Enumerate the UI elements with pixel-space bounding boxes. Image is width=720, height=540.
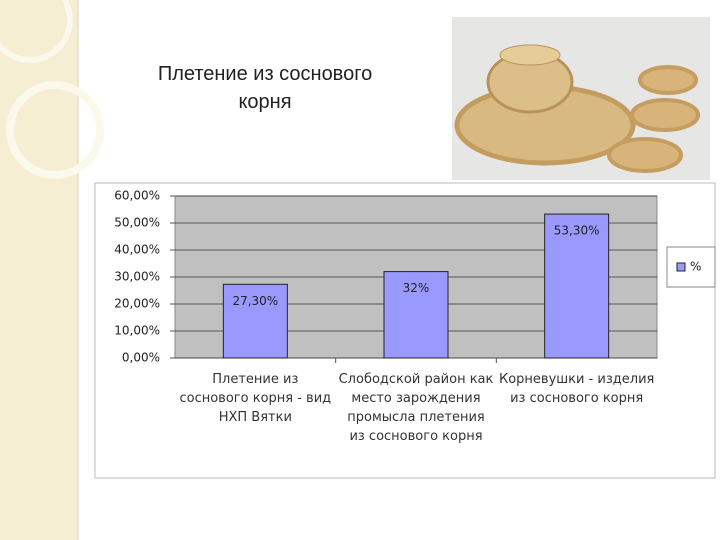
photo-lid — [499, 44, 561, 66]
y-tick-label: 10,00% — [114, 324, 160, 338]
y-tick-label: 50,00% — [114, 216, 160, 230]
side-strip — [0, 0, 78, 540]
y-tick-label: 0,00% — [122, 351, 160, 365]
decor-circle — [0, 0, 73, 63]
y-tick-label: 20,00% — [114, 297, 160, 311]
value-label: 27,30% — [232, 294, 278, 308]
decor-circle — [6, 81, 104, 179]
bar — [383, 271, 449, 359]
bar — [222, 283, 288, 359]
photo-coaster — [638, 65, 698, 95]
value-label: 53,30% — [554, 224, 600, 238]
y-tick-label: 60,00% — [114, 189, 160, 203]
x-tick-label: Корневушки - изделия из соснового корня — [498, 372, 655, 406]
bar — [544, 213, 610, 359]
legend-swatch — [676, 262, 686, 272]
value-label: 32% — [403, 281, 430, 295]
photo-coaster — [630, 98, 700, 132]
y-tick-label: 30,00% — [114, 270, 160, 284]
x-tick-label: Плетение из соснового корня - вид НХП Вя… — [179, 372, 332, 425]
photo-coaster — [607, 137, 683, 173]
x-tick-label: Слободской район как место зарождения пр… — [338, 372, 494, 444]
legend-label: % — [690, 260, 701, 274]
legend — [666, 246, 716, 288]
y-tick-label: 40,00% — [114, 243, 160, 257]
slide-title: Плетение из соснового корня — [157, 63, 373, 113]
